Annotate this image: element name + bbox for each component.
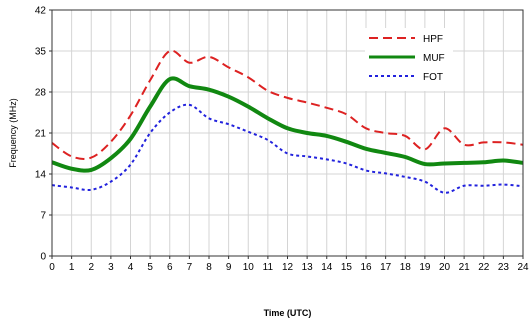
- y-tick-label: 0: [40, 252, 46, 263]
- x-tick-label: 9: [226, 262, 232, 273]
- x-tick-label: 7: [187, 262, 193, 273]
- x-axis: 0 1 2 3 4 5 6 7 8 9 10 11 12 13 14 15 16 17 18 19 20 21 22 23 24: [49, 256, 529, 273]
- y-axis-title: Frequency (MHz): [8, 98, 18, 168]
- y-tick-label: 42: [35, 6, 47, 17]
- x-tick-label: 22: [478, 262, 490, 273]
- legend-label-hpf: HPF: [423, 34, 443, 45]
- legend: HPF MUF FOT: [365, 28, 453, 91]
- x-tick-label: 21: [459, 262, 471, 273]
- x-tick-label: 6: [167, 262, 173, 273]
- x-tick-label: 23: [498, 262, 510, 273]
- y-tick-label: 28: [35, 88, 47, 99]
- x-tick-label: 1: [69, 262, 75, 273]
- series-layer: [51, 49, 524, 194]
- x-axis-title: Time (UTC): [264, 308, 312, 318]
- x-tick-label: 18: [400, 262, 412, 273]
- x-tick-label: 16: [360, 262, 372, 273]
- y-tick-label: 35: [35, 47, 47, 58]
- legend-box: [365, 28, 453, 91]
- series-line-hpf: [51, 49, 524, 160]
- x-tick-label: 17: [380, 262, 392, 273]
- y-tick-label: 14: [35, 170, 47, 181]
- x-tick-label: 5: [147, 262, 153, 273]
- legend-label-fot: FOT: [423, 72, 443, 83]
- y-tick-label: 7: [40, 211, 46, 222]
- x-tick-label: 14: [321, 262, 333, 273]
- x-tick-label: 11: [263, 262, 274, 273]
- x-tick-label: 3: [108, 262, 114, 273]
- x-tick-label: 19: [419, 262, 431, 273]
- x-tick-label: 24: [517, 262, 529, 273]
- x-tick-label: 8: [206, 262, 212, 273]
- x-tick-label: 10: [243, 262, 255, 273]
- x-tick-label: 15: [341, 262, 353, 273]
- x-tick-label: 12: [282, 262, 294, 273]
- x-tick-label: 0: [49, 262, 55, 273]
- legend-label-muf: MUF: [423, 53, 445, 64]
- x-tick-label: 4: [128, 262, 134, 273]
- y-axis: 0 7 14 21 28 35 42: [35, 6, 52, 263]
- x-tick-label: 13: [302, 262, 314, 273]
- y-tick-label: 21: [35, 129, 47, 140]
- series-line-fot: [51, 103, 524, 194]
- series-line-muf: [51, 76, 524, 173]
- x-tick-label: 20: [439, 262, 451, 273]
- x-tick-label: 2: [88, 262, 94, 273]
